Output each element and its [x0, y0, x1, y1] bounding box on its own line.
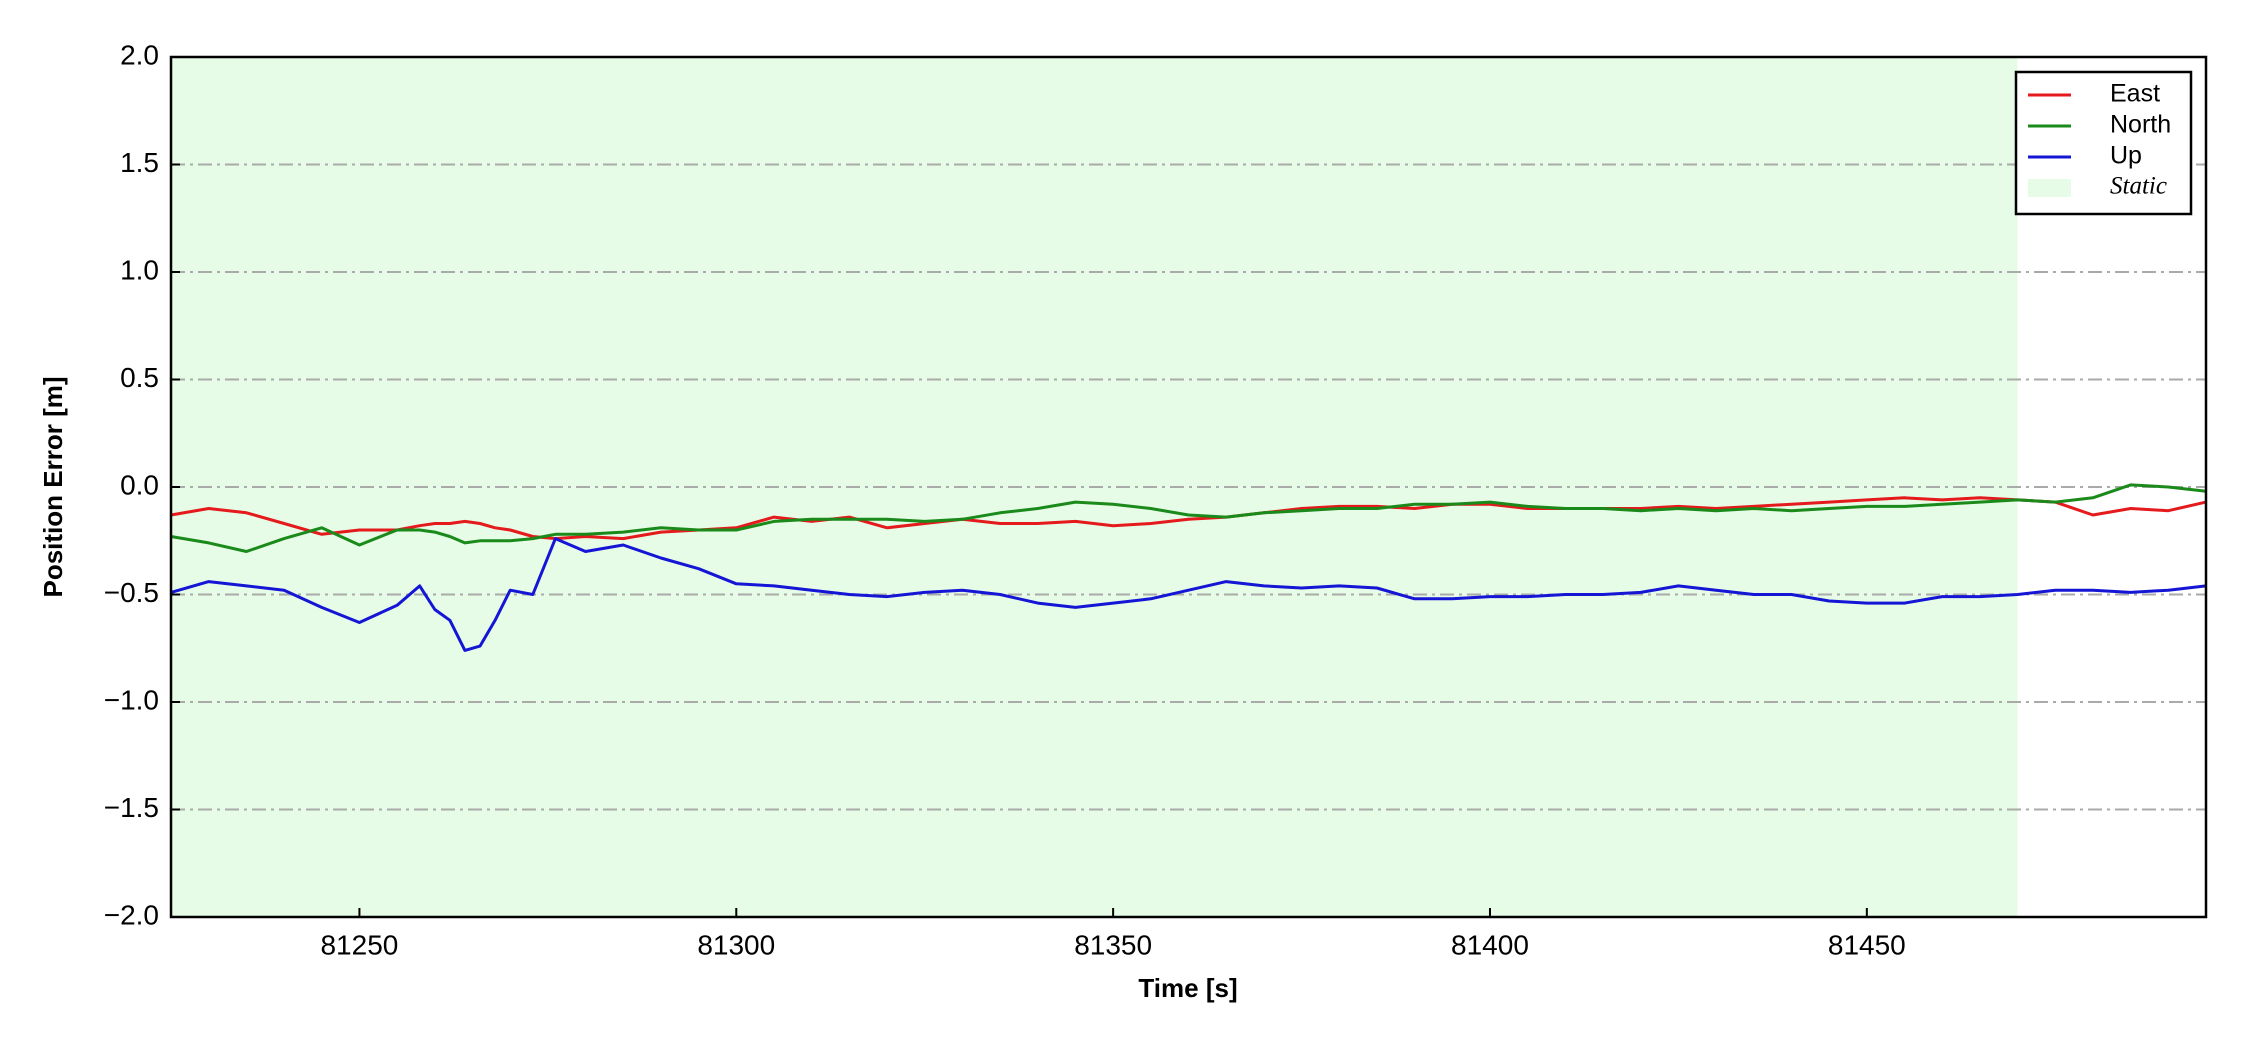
x-tick-label: 81400	[1451, 929, 1529, 960]
series-line	[170, 496, 2207, 541]
x-tick-label: 81450	[1828, 929, 1906, 960]
x-tick-label: 81300	[697, 929, 775, 960]
x-tick-label: 81250	[320, 929, 398, 960]
y-tick-label: 1.0	[120, 254, 159, 285]
legend-label: East	[2110, 80, 2160, 108]
series-line	[170, 537, 2207, 652]
y-tick-label: 0.0	[120, 469, 159, 500]
legend-label: North	[2110, 111, 2171, 139]
x-axis-label: Time [s]	[1138, 973, 1237, 1003]
y-tick-label: −1.0	[104, 684, 159, 715]
y-tick-label: −1.5	[104, 792, 159, 823]
y-tick-label: 0.5	[120, 362, 159, 393]
y-tick-label: −0.5	[104, 577, 159, 608]
y-tick-label: −2.0	[104, 899, 159, 930]
legend-label: Up	[2110, 142, 2142, 170]
x-tick-label: 81350	[1074, 929, 1152, 960]
plot-frame	[169, 55, 2208, 919]
y-axis-label: Position Error [m]	[38, 376, 68, 597]
legend-label: Static	[2110, 173, 2167, 200]
y-tick-label: 1.5	[120, 147, 159, 178]
legend-swatch	[2028, 179, 2071, 197]
y-tick-label: 2.0	[120, 39, 159, 70]
series-line	[170, 483, 2207, 553]
